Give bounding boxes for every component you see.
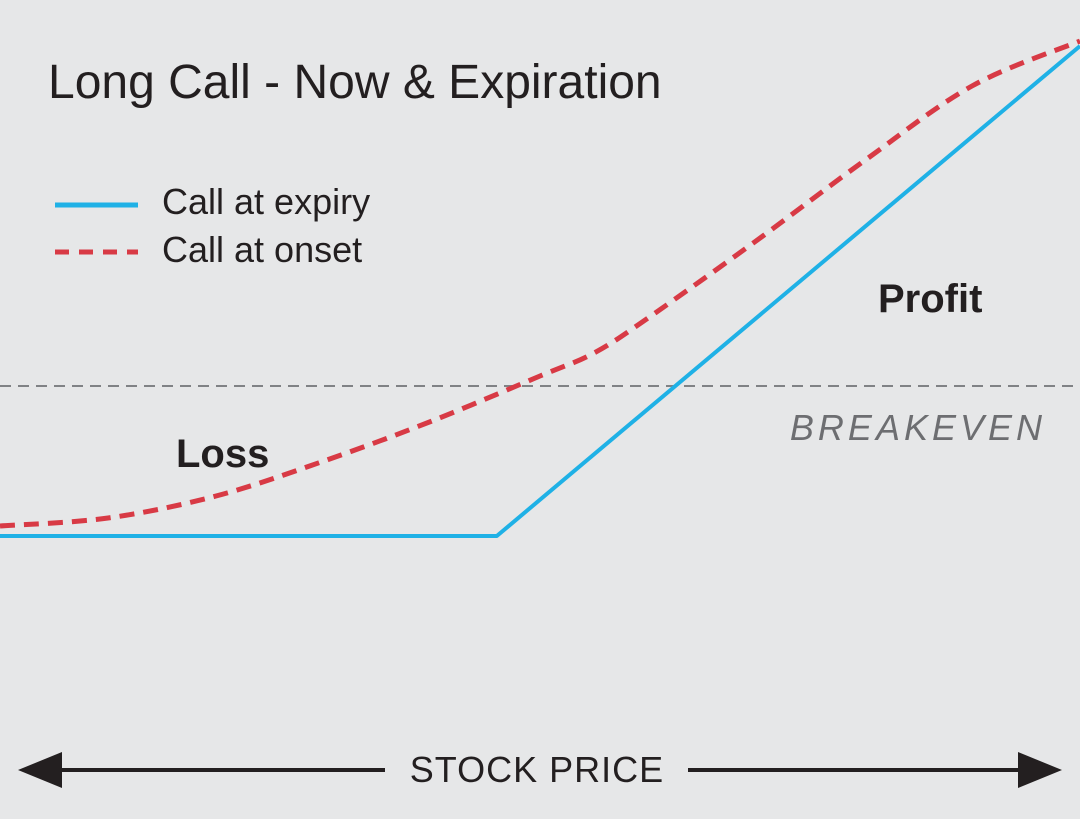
legend-label-expiry: Call at expiry (162, 181, 370, 222)
legend: Call at expiry Call at onset (55, 181, 370, 270)
axis-arrowhead-right (1018, 752, 1062, 788)
legend-label-onset: Call at onset (162, 229, 362, 270)
loss-label: Loss (176, 432, 269, 476)
x-axis-label: STOCK PRICE (410, 749, 664, 790)
profit-label: Profit (878, 277, 982, 321)
series-line-call-at-onset (0, 38, 1080, 529)
chart-title: Long Call - Now & Expiration (48, 56, 662, 109)
series-line-call-at-expiry (0, 44, 1080, 538)
axis-arrowhead-left (18, 752, 62, 788)
breakeven-label: BREAKEVEN (790, 407, 1046, 448)
x-axis-arrow (18, 752, 1062, 788)
